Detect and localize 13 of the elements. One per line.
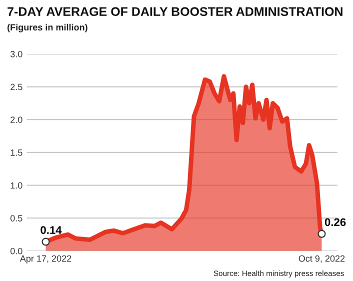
chart-title: 7-DAY AVERAGE OF DAILY BOOSTER ADMINISTRATION xyxy=(8,7,342,16)
chart-subtitle: (Figures in million) xyxy=(8,24,88,32)
x-tick-label: Apr 17, 2022 xyxy=(20,255,72,264)
y-tick-label: 0.5 xyxy=(10,215,22,222)
y-tick-label: 3.0 xyxy=(10,50,22,58)
annotation: 0.26 xyxy=(324,218,346,226)
annotation: 0.14 xyxy=(40,226,62,234)
y-tick-label: 1.0 xyxy=(10,182,22,189)
y-tick-label: 2.0 xyxy=(10,116,22,123)
y-tick-label: 2.5 xyxy=(10,84,22,90)
x-tick-label: Oct 9, 2022 xyxy=(298,255,345,263)
y-tick-label: 1.5 xyxy=(10,150,22,156)
y-tick-label: 0.0 xyxy=(10,248,22,254)
